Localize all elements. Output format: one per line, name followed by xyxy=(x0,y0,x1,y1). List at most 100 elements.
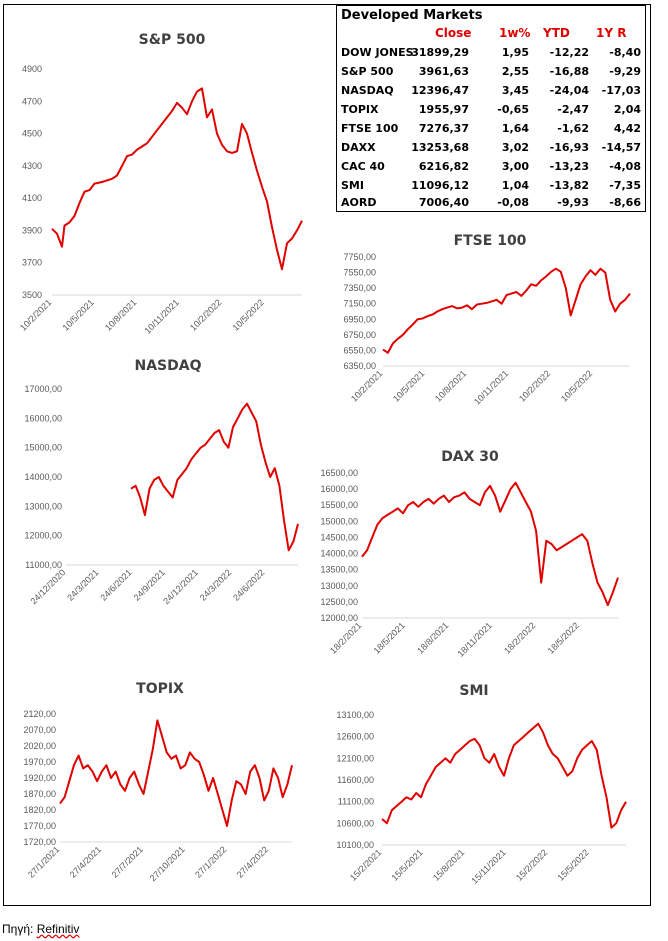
dax-y-tick-label: 14000,00 xyxy=(320,549,358,559)
row-1y: -4,08 xyxy=(609,160,641,173)
smi-x-tick-label: 15/5/2021 xyxy=(390,847,425,882)
row-name: FTSE 100 xyxy=(341,122,399,135)
sp500-title: S&P 500 xyxy=(139,32,206,48)
row-close: 7276,37 xyxy=(418,122,469,135)
nasdaq-y-tick-label: 16000,00 xyxy=(24,413,62,423)
nasdaq-y-tick-label: 17000,00 xyxy=(24,384,62,394)
row-name: DOW JONES xyxy=(341,46,414,59)
row-ytd: -2,47 xyxy=(557,103,589,116)
smi-y-tick-label: 12600,00 xyxy=(336,732,374,742)
topix-y-tick-label: 2120,00 xyxy=(23,709,56,719)
nasdaq-x-tick-label: 24/12/2021 xyxy=(161,567,200,606)
row-ytd: -12,22 xyxy=(549,46,589,59)
row-1w: 1,04 xyxy=(501,179,529,192)
source-note: Πηγή: Refinitiv xyxy=(2,922,79,936)
ftse-series-line xyxy=(382,267,631,354)
ftse-y-tick-label: 7350,00 xyxy=(343,283,376,293)
smi-y-tick-label: 12100,00 xyxy=(336,753,374,763)
sp500-x-tick-label: 10/5/2021 xyxy=(61,297,96,332)
dax-y-tick-label: 15500,00 xyxy=(320,500,358,510)
nasdaq-x-tick-label: 24/6/2021 xyxy=(98,567,133,602)
ftse-x-tick-label: 10/5/2021 xyxy=(391,368,426,403)
ftse-title: FTSE 100 xyxy=(454,233,527,249)
row-name: CAC 40 xyxy=(341,160,385,173)
topix-x-tick-label: 27/1/2022 xyxy=(193,844,228,879)
row-name: NASDAQ xyxy=(341,84,394,97)
row-close: 13253,68 xyxy=(411,141,469,154)
sp500-x-tick-label: 10/5/2022 xyxy=(231,297,266,332)
row-1y: -7,35 xyxy=(609,179,641,192)
ftse-y-tick-label: 6950,00 xyxy=(343,314,376,324)
dax-y-tick-label: 16500,00 xyxy=(320,468,358,478)
ftse-y-tick-label: 6550,00 xyxy=(343,345,376,355)
topix-title: TOPIX xyxy=(136,681,184,697)
table-row: AORD 7006,40 -0,08 -9,93 -8,66 xyxy=(337,196,645,215)
row-1w: 3,02 xyxy=(501,141,529,154)
ftse-x-tick-label: 10/5/2022 xyxy=(559,368,594,403)
row-name: SMI xyxy=(341,179,364,192)
nasdaq-title: NASDAQ xyxy=(135,358,202,374)
dax-x-tick-label: 18/2/2022 xyxy=(502,620,537,655)
ftse-x-tick-label: 10/8/2021 xyxy=(433,368,468,403)
ftse-x-tick-label: 10/2/2021 xyxy=(349,368,384,403)
table-row: FTSE 100 7276,37 1,64 -1,62 4,42 xyxy=(337,122,645,141)
dax-x-tick-label: 18/2/2021 xyxy=(328,620,363,655)
topix-x-tick-label: 27/1/2021 xyxy=(26,844,61,879)
smi-y-tick-label: 11600,00 xyxy=(337,775,374,785)
smi-title: SMI xyxy=(459,683,488,699)
row-1y: -9,29 xyxy=(609,65,641,78)
header-1w: 1w% xyxy=(499,26,531,40)
row-1w: 3,00 xyxy=(501,160,529,173)
topix-y-tick-label: 1920,00 xyxy=(23,773,56,783)
row-ytd: -24,04 xyxy=(549,84,589,97)
row-name: TOPIX xyxy=(341,103,379,116)
sp500-y-tick-label: 4100 xyxy=(22,193,42,203)
topix-x-tick-label: 27/7/2021 xyxy=(110,844,145,879)
ftse-y-tick-label: 7150,00 xyxy=(343,299,376,309)
smi-y-tick-label: 10100,00 xyxy=(336,840,374,850)
table-row: NASDAQ 12396,47 3,45 -24,04 -17,03 xyxy=(337,84,645,103)
row-1w: 3,45 xyxy=(501,84,529,97)
nasdaq-y-tick-label: 11000,00 xyxy=(25,560,62,570)
ftse-x-tick-label: 10/11/2021 xyxy=(472,368,510,406)
topix-y-tick-label: 1770,00 xyxy=(23,821,56,831)
developed-markets-table: Developed Markets Close 1w% YTD 1Y R DOW… xyxy=(336,5,646,212)
dax-x-tick-label: 18/11/2021 xyxy=(456,620,494,658)
row-1y: 2,04 xyxy=(613,103,641,116)
sp500-y-tick-label: 4500 xyxy=(22,129,42,139)
nasdaq-y-tick-label: 12000,00 xyxy=(24,531,62,541)
row-1y: -8,66 xyxy=(609,196,641,209)
row-1y: -8,40 xyxy=(609,46,641,59)
smi-y-tick-label: 10600,00 xyxy=(336,818,374,828)
row-close: 11096,12 xyxy=(411,179,469,192)
row-ytd: -9,93 xyxy=(557,196,589,209)
sp500-y-tick-label: 3500 xyxy=(22,290,42,300)
ftse-x-tick-label: 10/2/2022 xyxy=(517,368,552,403)
table-row: CAC 40 6216,82 3,00 -13,23 -4,08 xyxy=(337,160,645,179)
sp500-y-tick-label: 4900 xyxy=(22,64,42,74)
row-ytd: -1,62 xyxy=(557,122,589,135)
dax-x-tick-label: 18/5/2022 xyxy=(546,620,581,655)
sp500-x-tick-label: 10/8/2021 xyxy=(103,297,138,332)
source-label: Πηγή: xyxy=(2,922,34,936)
row-1w: 2,55 xyxy=(501,65,529,78)
dax-y-tick-label: 12000,00 xyxy=(320,613,358,623)
smi-y-tick-label: 11100,00 xyxy=(338,797,374,807)
row-1y: -17,03 xyxy=(601,84,641,97)
row-ytd: -16,88 xyxy=(549,65,589,78)
row-ytd: -13,23 xyxy=(549,160,589,173)
table-row: TOPIX 1955,97 -0,65 -2,47 2,04 xyxy=(337,103,645,122)
sp500-x-tick-label: 10/2/2021 xyxy=(18,297,53,332)
page-frame xyxy=(3,4,651,906)
ftse-y-tick-label: 7750,00 xyxy=(343,252,376,262)
ftse-y-tick-label: 6350,00 xyxy=(343,361,376,371)
nasdaq-y-tick-label: 13000,00 xyxy=(24,501,62,511)
table-row: DAXX 13253,68 3,02 -16,93 -14,57 xyxy=(337,141,645,160)
ftse-y-tick-label: 7550,00 xyxy=(343,268,376,278)
row-close: 12396,47 xyxy=(411,84,469,97)
nasdaq-x-tick-label: 24/3/2022 xyxy=(198,567,233,602)
row-close: 31899,29 xyxy=(411,46,469,59)
topix-x-tick-label: 27/4/2021 xyxy=(68,844,103,879)
smi-series-line xyxy=(381,722,627,829)
topix-series-line xyxy=(59,719,293,827)
